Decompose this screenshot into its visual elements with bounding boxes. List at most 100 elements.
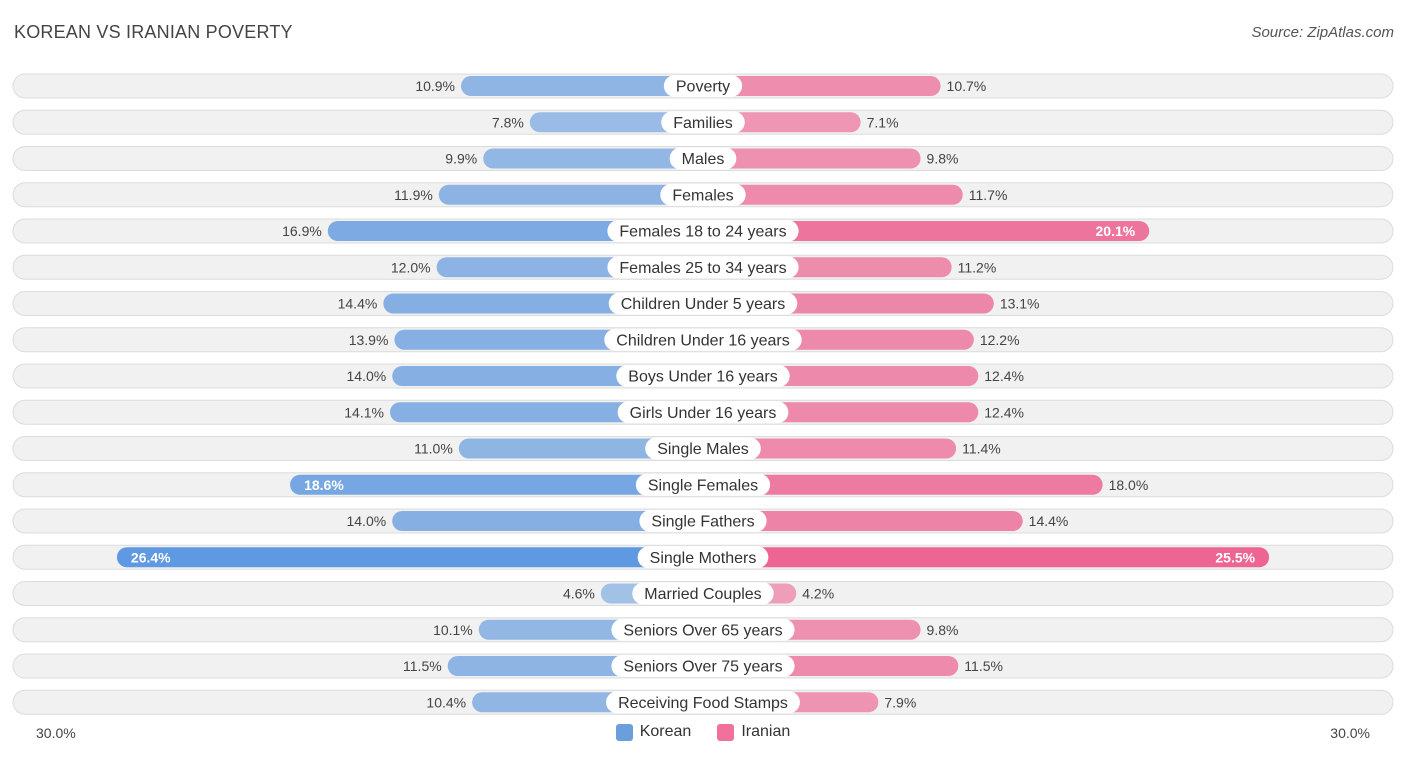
legend: Korean Iranian	[0, 723, 1406, 741]
bar-korean[interactable]	[392, 511, 703, 531]
category-label-box	[645, 437, 761, 460]
bar-iranian[interactable]	[703, 511, 1023, 531]
bar-iranian[interactable]	[703, 438, 957, 459]
bar-iranian[interactable]	[703, 184, 963, 205]
value-label-iranian: 11.4%	[962, 441, 1001, 457]
bar-korean[interactable]	[529, 112, 703, 133]
value-label-iranian: 20.1%	[1096, 223, 1136, 239]
category-label: Single Fathers	[651, 514, 754, 531]
value-label-iranian: 9.8%	[927, 622, 959, 638]
bar-iranian[interactable]	[703, 221, 1150, 241]
category-label-box	[604, 328, 802, 351]
bar-korean[interactable]	[461, 76, 703, 96]
category-label-box	[611, 618, 795, 641]
value-label-korean: 7.8%	[492, 114, 524, 130]
value-label-iranian: 7.9%	[884, 694, 916, 710]
legend-swatch-iranian	[717, 723, 735, 741]
category-label-box	[661, 111, 745, 134]
category-label-box	[639, 510, 767, 532]
category-label: Males	[682, 151, 725, 168]
value-label-iranian: 7.1%	[867, 114, 899, 130]
value-label-iranian: 12.2%	[980, 332, 1020, 348]
category-label-box	[669, 147, 737, 170]
chart-title: KOREAN VS IRANIAN POVERTY	[14, 22, 293, 42]
source-note: Source: ZipAtlas.com	[1251, 24, 1394, 41]
axis-right-label: 30.0%	[1330, 725, 1370, 741]
category-label: Females 18 to 24 years	[619, 224, 786, 241]
legend-label-korean: Korean	[639, 723, 692, 740]
category-label-box	[632, 582, 774, 605]
value-label-korean: 10.4%	[426, 694, 466, 710]
legend-item-korean[interactable]: Korean	[615, 723, 692, 741]
category-label-box	[611, 655, 795, 677]
category-label-box	[660, 183, 746, 206]
bar-iranian[interactable]	[703, 76, 941, 96]
category-label-box	[606, 691, 800, 714]
category-label: Single Females	[648, 477, 758, 494]
bar-korean[interactable]	[458, 438, 703, 459]
category-label-box	[616, 365, 790, 387]
value-label-iranian: 25.5%	[1215, 549, 1255, 565]
category-label-box	[617, 401, 789, 424]
value-label-korean: 11.9%	[394, 187, 433, 203]
value-label-iranian: 4.2%	[802, 586, 834, 602]
legend-item-iranian[interactable]: Iranian	[717, 723, 790, 741]
value-label-iranian: 14.4%	[1029, 513, 1069, 529]
category-label: Single Males	[657, 441, 749, 458]
value-label-korean: 13.9%	[349, 332, 389, 348]
category-label: Females	[672, 187, 733, 204]
axis-left-label: 30.0%	[36, 725, 76, 741]
value-label-iranian: 9.8%	[927, 151, 959, 167]
value-label-korean: 18.6%	[304, 477, 344, 493]
category-label: Seniors Over 65 years	[623, 622, 782, 639]
category-label-box	[607, 256, 799, 279]
bar-iranian[interactable]	[703, 547, 1270, 568]
value-label-iranian: 10.7%	[947, 78, 987, 94]
value-label-korean: 11.0%	[414, 441, 453, 457]
category-label: Families	[673, 115, 733, 132]
value-label-korean: 26.4%	[131, 549, 171, 565]
bar-korean[interactable]	[483, 148, 703, 169]
category-label: Seniors Over 75 years	[623, 659, 782, 676]
value-label-korean: 9.9%	[445, 151, 477, 167]
value-label-iranian: 12.4%	[984, 404, 1024, 420]
category-label: Receiving Food Stamps	[618, 695, 788, 712]
value-label-korean: 14.0%	[346, 368, 386, 384]
bar-korean[interactable]	[290, 474, 703, 495]
category-label: Females 25 to 34 years	[619, 260, 786, 277]
value-label-korean: 14.1%	[344, 404, 384, 420]
value-label-korean: 4.6%	[563, 586, 595, 602]
value-label-korean: 11.5%	[403, 658, 442, 674]
category-label: Poverty	[676, 79, 730, 96]
legend-label-iranian: Iranian	[741, 723, 791, 740]
category-label-box	[663, 75, 743, 97]
value-label-korean: 10.1%	[433, 622, 473, 638]
category-label: Children Under 5 years	[621, 296, 786, 313]
diverging-bar-chart: 10.9% 10.7% Poverty 7.8% 7.1% Families 9.9% 9.8…	[12, 73, 1394, 715]
value-label-iranian: 12.4%	[984, 368, 1024, 384]
category-label-box	[607, 220, 799, 242]
value-label-korean: 14.0%	[346, 513, 386, 529]
category-label: Single Mothers	[650, 550, 757, 567]
value-label-korean: 16.9%	[282, 223, 322, 239]
category-label-box	[608, 292, 798, 315]
bar-iranian[interactable]	[703, 148, 921, 169]
legend-swatch-korean	[615, 723, 633, 741]
value-label-iranian: 18.0%	[1109, 477, 1149, 493]
value-label-iranian: 13.1%	[1000, 296, 1040, 312]
category-label: Children Under 16 years	[616, 332, 789, 349]
category-label-box	[637, 546, 769, 569]
category-label: Boys Under 16 years	[628, 369, 777, 386]
category-label: Married Couples	[644, 586, 761, 603]
value-label-iranian: 11.5%	[964, 658, 1003, 674]
value-label-korean: 10.9%	[415, 78, 455, 94]
value-label-korean: 12.0%	[391, 259, 431, 275]
bar-korean[interactable]	[438, 184, 703, 205]
value-label-iranian: 11.7%	[969, 187, 1008, 203]
value-label-iranian: 11.2%	[958, 259, 997, 275]
bar-korean[interactable]	[116, 547, 704, 568]
bar-iranian[interactable]	[703, 474, 1103, 495]
category-label-box	[635, 473, 771, 496]
category-label: Girls Under 16 years	[630, 405, 777, 422]
value-label-korean: 14.4%	[338, 296, 378, 312]
